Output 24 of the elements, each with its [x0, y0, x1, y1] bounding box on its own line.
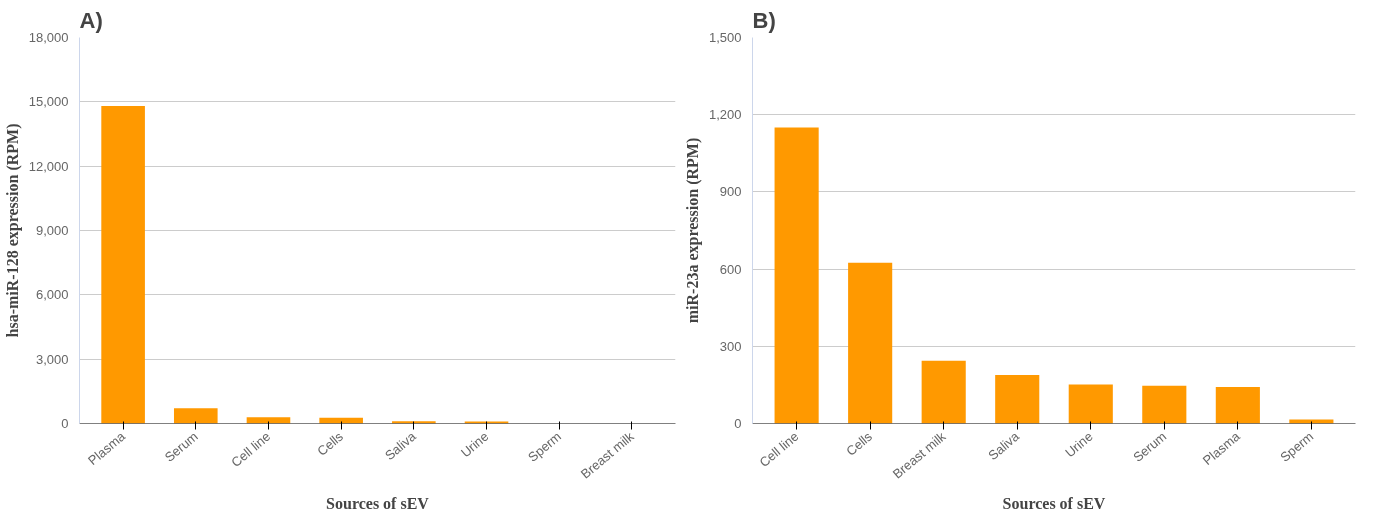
y-tick-label: 600 [719, 261, 742, 277]
y-axis-title: miR-23a expression (RPM) [683, 137, 702, 324]
y-tick-label: 300 [719, 338, 742, 354]
y-tick-label: 1,200 [708, 107, 742, 123]
y-tick-label: 0 [61, 416, 69, 431]
x-axis-title: Sources of sEV [1002, 495, 1106, 513]
chart-title: B) [752, 7, 776, 33]
x-tick-label: Cell line [756, 428, 802, 471]
y-tick-label: 0 [734, 416, 742, 431]
y-tick-label: 900 [719, 184, 742, 200]
y-tick-label: 15,000 [28, 94, 69, 110]
x-tick-label: Cells [314, 428, 347, 459]
x-axis-title: Sources of sEV [326, 495, 430, 513]
y-tick-label: 18,000 [28, 30, 69, 45]
x-tick-label: Cell line [228, 428, 274, 471]
x-tick-label: Urine [1062, 428, 1096, 461]
y-tick-label: 1,500 [708, 30, 742, 45]
y-axis-title: hsa-miR-128 expression (RPM) [3, 123, 22, 338]
chart-title: A) [79, 7, 103, 33]
y-tick-label: 9,000 [35, 223, 69, 238]
x-tick-label: Cells [843, 428, 876, 459]
y-tick-label: 3,000 [35, 351, 69, 367]
y-tick-label: 6,000 [35, 287, 69, 303]
y-tick-label: 12,000 [28, 158, 69, 174]
